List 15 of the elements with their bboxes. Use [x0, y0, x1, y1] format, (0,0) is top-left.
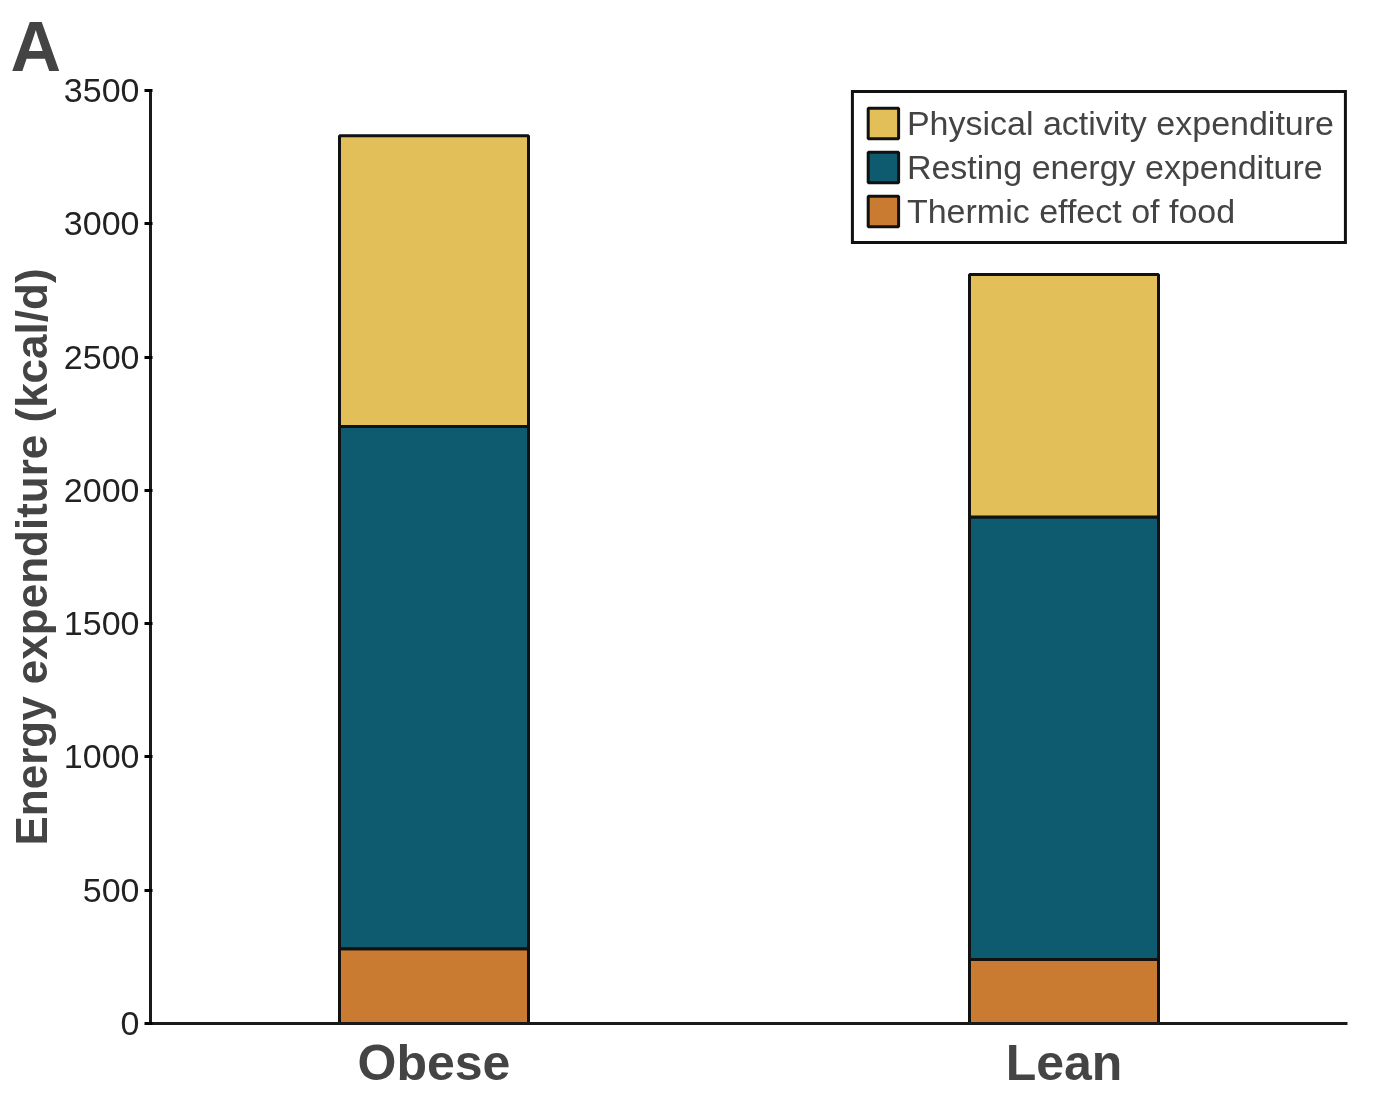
y-tick-label: 3000	[63, 204, 140, 243]
x-tick-label: Lean	[1005, 1034, 1123, 1091]
y-tick-label: 3500	[63, 71, 140, 109]
y-axis-title: Energy expenditure (kcal/d)	[6, 268, 56, 846]
y-tick-label: 500	[82, 870, 140, 909]
legend-label: Resting energy expenditure	[906, 147, 1323, 187]
y-tick-label: 2000	[63, 470, 140, 509]
y-tick-label: 2500	[63, 337, 140, 376]
legend-label: Thermic effect of food	[906, 191, 1236, 231]
text: A	[10, 7, 62, 86]
legend-label: Physical activity expenditure	[906, 103, 1334, 143]
y-tick-label: 1000	[63, 737, 140, 776]
x-tick-label: Obese	[357, 1034, 511, 1091]
y-tick-label: 1500	[63, 604, 140, 643]
y-tick-label: 0	[120, 1004, 140, 1042]
